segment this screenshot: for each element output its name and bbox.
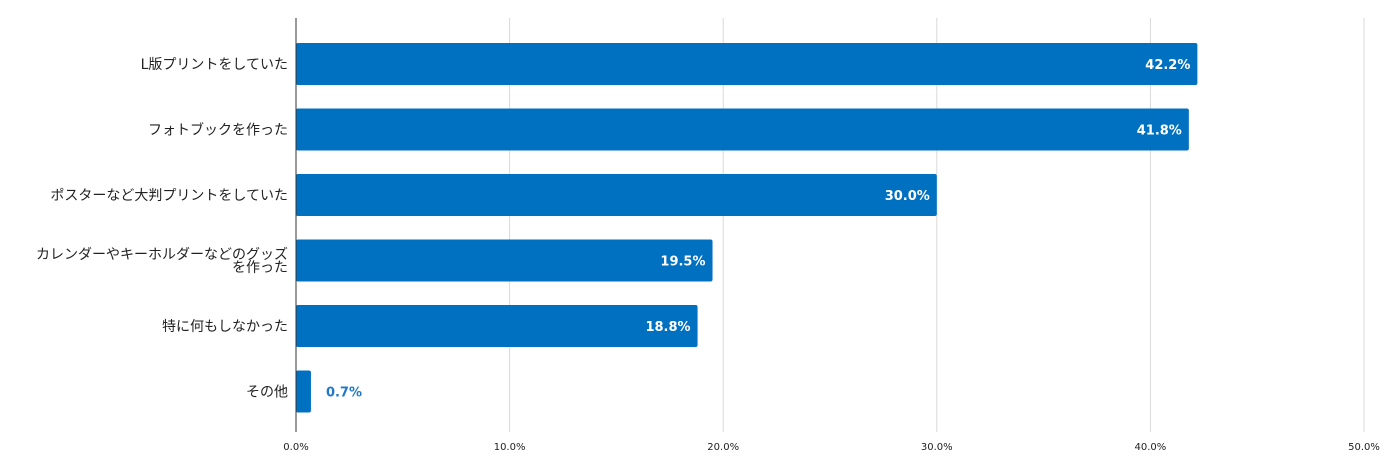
bar-5: [296, 370, 311, 413]
category-label-line: カレンダーやキーホルダーなどのグッズ: [36, 247, 288, 263]
category-label-line: を作った: [232, 260, 288, 276]
category-label-line: フォトブックを作った: [148, 122, 288, 139]
bar-4: [296, 305, 698, 347]
category-label: フォトブックを作った: [148, 122, 288, 139]
bar-3: [296, 239, 713, 282]
category-label: その他: [246, 385, 288, 401]
x-tick-label: 30.0%: [921, 442, 953, 453]
axes: 0.0% 10.0% 20.0% 30.0% 40.0% 50.0%: [283, 18, 1380, 453]
category-label-line: ポスターなど大判プリントをしていた: [50, 188, 288, 204]
bar-1: [296, 108, 1189, 151]
data-label: 41.8%: [1137, 124, 1182, 139]
data-label: 0.7%: [326, 386, 362, 401]
bars: [296, 43, 1198, 413]
x-tick-label: 20.0%: [707, 442, 739, 453]
category-label-line: 特に何もしなかった: [162, 319, 288, 335]
bar-2: [296, 174, 937, 216]
category-label: カレンダーやキーホルダーなどのグッズを作った: [36, 247, 288, 276]
category-label-line: その他: [246, 385, 288, 401]
data-label: 18.8%: [645, 320, 690, 335]
gridlines: [509, 18, 1365, 432]
category-label: ポスターなど大判プリントをしていた: [50, 188, 288, 204]
x-tick-label: 50.0%: [1348, 442, 1380, 453]
data-label: 42.2%: [1145, 58, 1190, 73]
labels: L版プリントをしていた 42.2% フォトブックを作った 41.8% ポスターなど大判プ…: [36, 57, 1190, 401]
bar-0: [296, 43, 1198, 85]
category-label: L版プリントをしていた: [141, 57, 288, 73]
data-label: 30.0%: [885, 189, 930, 204]
category-label-line: L版プリントをしていた: [141, 57, 288, 73]
x-tick-label: 40.0%: [1135, 442, 1167, 453]
x-tick-label: 10.0%: [494, 442, 526, 453]
x-tick-label: 0.0%: [283, 442, 308, 453]
data-label: 19.5%: [660, 255, 705, 270]
category-label: 特に何もしなかった: [162, 319, 288, 335]
